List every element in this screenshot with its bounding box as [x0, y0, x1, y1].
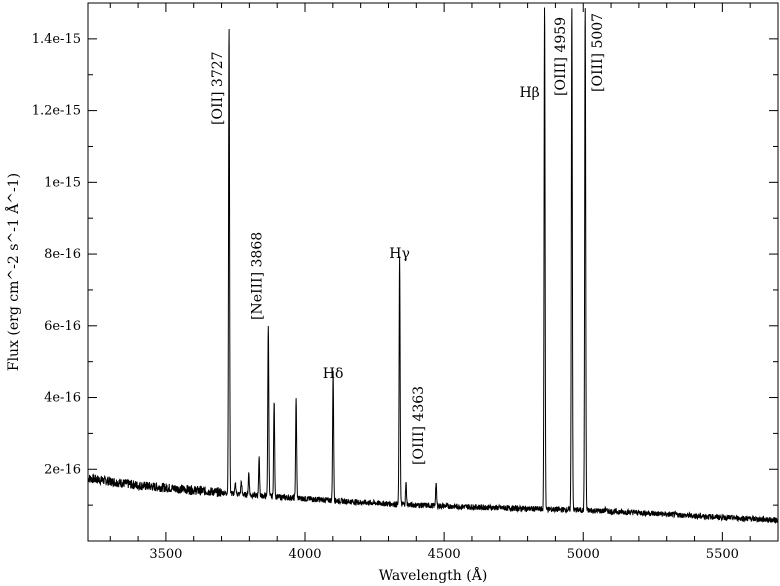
plot-frame: [87, 2, 779, 542]
x-tick-label: 5500: [706, 547, 739, 562]
line-label: [OIII] 5007: [590, 13, 606, 92]
spectrum-line: [88, 7, 778, 525]
line-label: [NeIII] 3868: [249, 232, 265, 320]
x-tick-label: 5000: [567, 547, 600, 562]
y-tick-label: 8e-16: [44, 247, 81, 262]
y-tick-label: 2e-16: [44, 462, 81, 477]
x-tick-label: 4000: [288, 547, 321, 562]
y-axis-title: Flux (erg cm^-2 s^-1 Å^-1): [4, 173, 22, 371]
line-label: [OIII] 4363: [411, 386, 427, 465]
line-label: [OII] 3727: [210, 51, 226, 125]
y-axis-ticks: 2e-16 4e-16 6e-16 8e-16 1e-15 1.2e-15 1.4e-15: [32, 32, 778, 506]
y-tick-label: 1.2e-15: [32, 104, 81, 119]
y-tick-label: 1e-15: [44, 175, 81, 190]
y-tick-label: 1.4e-15: [32, 32, 81, 47]
y-tick-label: 4e-16: [44, 391, 81, 406]
x-axis-ticks: 3500 4000 4500 5000 5500: [109, 3, 779, 562]
y-tick-label: 6e-16: [44, 319, 81, 334]
line-label: [OIII] 4959: [553, 17, 569, 96]
line-label: Hγ: [389, 246, 410, 262]
x-tick-label: 4500: [428, 547, 461, 562]
x-axis-title: Wavelength (Å): [379, 566, 488, 584]
line-label: Hδ: [323, 366, 344, 382]
line-annotations: [OII] 3727 [NeIII] 3868 Hδ Hγ [OIII] 4363 Hβ […: [210, 13, 606, 465]
line-label: Hβ: [519, 85, 539, 101]
x-tick-label: 3500: [149, 547, 182, 562]
